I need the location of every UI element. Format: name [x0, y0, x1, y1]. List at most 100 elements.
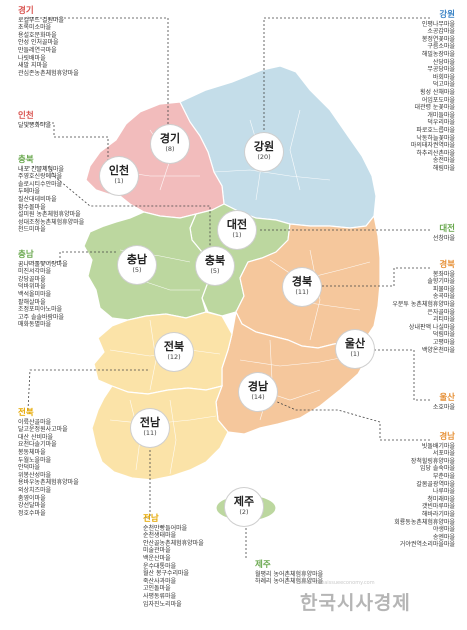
badge-jeju: 제주 (2): [225, 488, 263, 526]
label-title: 제주: [255, 560, 271, 570]
village-item: 순천생태마을: [143, 532, 177, 540]
badge-title: 울산: [344, 337, 366, 350]
badge-gangwon: 강원 (20): [245, 133, 283, 171]
village-item: 월평리 농어촌체험휴양마을: [255, 570, 324, 578]
village-item: 인평나무마을: [421, 20, 455, 28]
village-item: 나루마을: [432, 488, 455, 496]
village-item: 선창마을: [432, 234, 455, 242]
village-item: 야생마을: [432, 526, 455, 534]
village-item: 안산골농촌체험휴양마을: [143, 539, 204, 547]
village-item: 사평동류마을: [143, 592, 177, 600]
village-item: 개미들마을: [427, 111, 455, 119]
village-item: 임자진노리마을: [143, 600, 182, 608]
village-item: 고평마을: [432, 338, 455, 346]
badge-gyeongnam: 경남 (14): [239, 373, 277, 411]
village-item: 나릿배마을: [18, 54, 46, 62]
label-jeju: 제주 월평리 농어촌체험휴양마을 하례리 농어촌체험휴양마을: [255, 560, 324, 586]
badge-count: (11): [143, 429, 157, 437]
village-list: 내포 긴들체험마을 주영호신랑메마을 솔로시티수안마을 두메마을 질산대데비마을 황수몰마…: [18, 166, 84, 234]
village-item: 이륙산골마을: [18, 418, 52, 426]
village-item: 부춘마을: [432, 472, 455, 480]
village-item: 용설호문화마을: [18, 31, 57, 39]
badge-count: (8): [165, 145, 175, 153]
village-item: 장척힐링휴양마을: [410, 457, 455, 465]
village-item: 청미래마을: [427, 495, 455, 503]
village-item: 죽산사과마을: [143, 577, 177, 585]
village-item: 강당골마을: [18, 275, 46, 283]
village-item: 고주 솔솔바람마을: [18, 313, 65, 321]
label-chungnam: 충남 꿈나라물꽃이랑마을 미진서각마을 강당골마을 덕바위마을 백석올미마을 팔해살마을 조…: [18, 250, 68, 329]
label-incheon: 인천 달빛동화마을: [18, 112, 51, 130]
village-item: 바회마을: [432, 73, 455, 81]
village-item: 어임포도마을: [421, 96, 455, 104]
leader-jeonbuk: [27, 369, 150, 411]
village-item: 두메마을: [18, 188, 41, 196]
badge-ulsan: 울산 (1): [336, 330, 374, 368]
village-list: 이륙산골마을 달고운정원사고마을 대산 산비마을 요천다솔기마을 봉동체마을 두월노을마을…: [18, 419, 79, 518]
label-title: 전남: [143, 514, 159, 524]
village-item: 봉좌마을: [432, 270, 455, 278]
village-item: 성대조청농촌체험휴양마을: [18, 218, 85, 226]
badge-title: 경남: [247, 380, 269, 393]
village-list: 달빛동화마을: [18, 122, 51, 130]
badge-incheon: 인천 (1): [100, 157, 138, 195]
badge-daejeon: 대전 (1): [218, 211, 256, 249]
village-list: 로컬푸드 길원마을 초록미소마을 용설호문화마을 안성 인처골마을 만들레연극마을 나릿배…: [18, 17, 79, 78]
village-item: 내포 긴들체험마을: [18, 165, 65, 173]
village-item: 상내판액 나실마을: [408, 323, 455, 331]
village-item: 운수대통마을: [143, 562, 177, 570]
village-item: 회룡동농촌체험휴양마을: [394, 518, 455, 526]
leader-incheon: [28, 122, 109, 160]
village-list: 순천만빵들어마을 순천생태마을 안산골농촌체험휴양마을 미술관마을 백운산마을 운수대통마…: [143, 525, 204, 609]
village-item: 산당마을: [432, 58, 455, 66]
village-item: 해바라기마을: [421, 510, 455, 518]
village-item: 초록미소마을: [18, 24, 52, 32]
badge-gyeongbuk: 경북 (11): [283, 268, 321, 306]
village-item: 마의태자권역마을: [410, 142, 455, 150]
badge-title: 전북: [163, 340, 185, 353]
village-item: 피물마을: [432, 285, 455, 293]
label-daejeon: 대전 선창마을: [432, 225, 455, 242]
village-item: 거야권역소리마을마을: [399, 541, 455, 549]
village-item: 괴티마을: [432, 316, 455, 324]
badge-title: 대전: [226, 218, 248, 231]
village-item: 덕림마을: [432, 331, 455, 339]
village-item: 횡성 산채마을: [419, 88, 455, 96]
label-chungbuk: 충북 내포 긴들체험마을 주영호신랑메마을 솔로시티수안마을 두메마을 질산대데비마을 황…: [18, 156, 84, 234]
village-item: 백양온천마을: [421, 346, 455, 354]
leader-lines: [27, 17, 430, 560]
village-item: 덕고마을: [432, 81, 455, 89]
county-borders: [109, 109, 371, 475]
village-item: 솔향기마을: [427, 278, 455, 286]
village-item: 갈봄골광역마을: [416, 480, 455, 488]
village-item: 강선달마을: [18, 502, 46, 510]
village-item: 관심존농촌체험휴양마을: [18, 69, 79, 77]
village-item: 매화동별마을: [18, 321, 52, 329]
badge-count: (1): [114, 177, 124, 185]
village-list: 빗돌배기마을 서포마을 장척힐링휴양마을 임당 솔숙마을 부춘마을 갈봄골광역마을 나루마을…: [394, 443, 455, 549]
village-item: 주영호신랑메마을: [18, 173, 63, 181]
village-item: 요천다솔기마을: [18, 441, 57, 449]
village-item: 고인돌마을: [143, 585, 171, 593]
label-ulsan: 울산 소호마을: [433, 394, 455, 411]
badge-jeonnam: 전남 (11): [131, 409, 169, 447]
village-item: 백운산마을: [143, 554, 171, 562]
village-item: 해밀농장마을: [421, 50, 455, 58]
village-item: 대관령 눈꽃마을: [414, 104, 455, 112]
village-item: 덕우리마을: [427, 119, 455, 127]
badge-gyeonggi: 경기 (8): [151, 125, 189, 163]
village-item: 봉정연꽃마을: [421, 35, 455, 43]
village-item: 백석올미마을: [18, 290, 52, 298]
badge-title: 강원: [253, 140, 275, 153]
badge-title: 충북: [204, 254, 226, 267]
label-title: 충남: [18, 250, 34, 260]
watermark-logo-text: 한국시사경제: [300, 592, 411, 614]
village-item: 꿈나라물꽃이랑마을: [18, 260, 68, 268]
village-item: 황수몰마을: [18, 203, 46, 211]
village-item: 조정포피아노마을: [18, 306, 63, 314]
village-item: 서포마을: [432, 450, 455, 458]
badge-chungbuk: 충북 (5): [196, 247, 234, 285]
village-item: 하추리산촌마을: [416, 149, 455, 157]
badge-title: 충남: [126, 253, 148, 266]
